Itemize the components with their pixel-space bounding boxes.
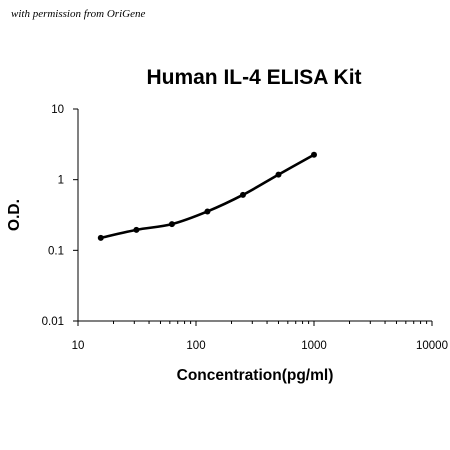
y-tick-label: 1	[58, 175, 64, 187]
y-tick-label: 0.01	[42, 316, 64, 328]
x-axis-label: Concentration(pg/ml)	[177, 367, 334, 384]
data-point	[133, 226, 140, 233]
y-tick-label: 10	[51, 104, 64, 116]
axes	[77, 109, 432, 322]
y-axis-label: O.D.	[6, 199, 23, 231]
watermark-text: with permission from OriGene	[11, 8, 146, 20]
data-point	[239, 191, 246, 198]
y-tick-label: 0.1	[48, 245, 64, 257]
series-line	[99, 153, 316, 240]
data-point	[311, 151, 317, 158]
chart-title: Human IL-4 ELISA Kit	[146, 66, 361, 89]
ticks	[73, 108, 433, 326]
data-point	[97, 234, 104, 241]
data-point	[275, 171, 282, 178]
x-tick-label: 100	[186, 340, 205, 352]
data-point	[204, 208, 211, 215]
data-points	[97, 151, 317, 241]
x-tick-label: 10000	[416, 340, 448, 352]
tick-labels: 10 100 1000 10000 0.01 0.1 1 10	[42, 104, 448, 352]
x-tick-label: 10	[72, 340, 85, 352]
data-point	[168, 221, 175, 228]
x-tick-label: 1000	[301, 340, 327, 352]
